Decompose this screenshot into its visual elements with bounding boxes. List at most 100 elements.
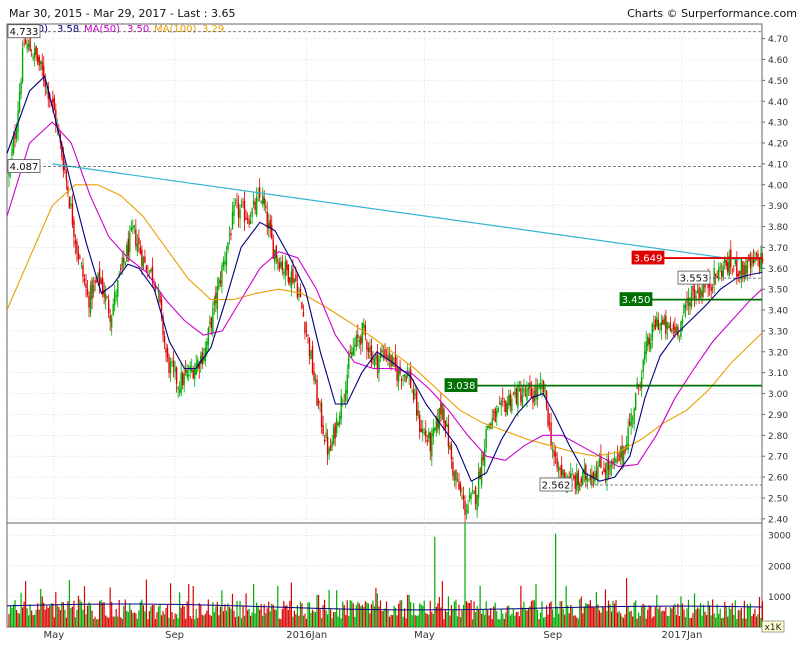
candle-body: [222, 260, 225, 267]
volume-bar: [275, 609, 277, 627]
volume-bar: [456, 616, 459, 627]
volume-bar: [70, 607, 72, 627]
candle-body: [187, 374, 190, 376]
candle-body: [550, 422, 552, 447]
volume-bar: [447, 596, 450, 627]
volume-bar: [274, 609, 276, 627]
candle-body: [577, 471, 579, 486]
candle-body: [71, 203, 74, 225]
candle-body: [142, 257, 145, 269]
volume-bar: [752, 613, 755, 627]
candle-body: [450, 444, 453, 460]
candle-body: [461, 497, 463, 498]
volume-bar: [346, 600, 348, 627]
site-credit-text[interactable]: Charts © Surperformance.com: [627, 7, 797, 20]
candle-body: [559, 468, 561, 470]
volume-bar: [43, 602, 45, 627]
volume-bar: [453, 601, 456, 627]
volume-bar: [450, 605, 453, 627]
volume-bar: [474, 612, 477, 627]
candle-body: [524, 394, 527, 395]
volume-bar: [603, 607, 605, 627]
candle-body: [571, 474, 573, 476]
candle-body: [98, 268, 101, 284]
volume-bar: [73, 600, 75, 627]
volume-bar: [343, 605, 345, 627]
candle-body: [103, 290, 105, 298]
candle-body: [251, 208, 253, 217]
volume-bar: [283, 600, 285, 627]
volume-bar: [657, 608, 659, 627]
volume-bar: [385, 601, 388, 627]
candle-body: [115, 295, 117, 297]
candle-body: [388, 352, 391, 361]
volume-bar: [493, 606, 495, 627]
candle-body: [650, 342, 652, 350]
candle-body: [219, 280, 222, 284]
volume-bar: [157, 606, 160, 627]
candle-body: [200, 355, 202, 364]
volume-bar: [171, 611, 173, 627]
volume-bar: [352, 603, 354, 627]
candle-body: [536, 387, 539, 400]
candle-body: [123, 257, 125, 262]
candle-body: [713, 267, 715, 286]
candle-body: [266, 211, 268, 228]
volume-bar: [674, 604, 676, 627]
candle-body: [704, 283, 706, 288]
candle-body: [248, 219, 250, 225]
volume-bar: [260, 603, 262, 627]
volume-bar: [441, 581, 443, 627]
candle-body: [249, 221, 252, 224]
volume-bar: [115, 609, 117, 627]
candle-body: [230, 233, 232, 236]
volume-bar: [509, 615, 511, 627]
volume-bar: [370, 604, 372, 627]
candle-body: [375, 354, 377, 360]
candle-body: [210, 317, 213, 328]
volume-bar: [234, 617, 237, 627]
candle-body: [18, 91, 21, 112]
volume-bar: [37, 603, 39, 627]
volume-bar: [378, 606, 380, 627]
volume-unit-label: x1K: [765, 623, 783, 633]
volume-bar: [53, 617, 55, 627]
volume-tick-label: 3000: [768, 532, 791, 542]
volume-bar: [41, 596, 43, 627]
volume-bar: [50, 603, 52, 627]
candle-body: [53, 97, 55, 111]
volume-bar: [648, 605, 650, 627]
volume-bar: [650, 606, 652, 627]
volume-bar: [701, 615, 703, 627]
volume-bar: [265, 613, 267, 627]
candle-body: [645, 341, 647, 355]
candle-body: [612, 461, 614, 465]
candle-body: [36, 54, 39, 63]
candle-body: [150, 268, 152, 272]
volume-bar: [464, 523, 466, 627]
volume-bar: [746, 604, 748, 627]
volume-bar: [375, 587, 377, 627]
volume-bar: [293, 610, 295, 627]
level-label: 4.087: [10, 162, 39, 173]
volume-bar: [440, 607, 442, 627]
candle-body: [414, 394, 416, 396]
volume-bar: [465, 601, 468, 627]
volume-bar: [461, 610, 463, 627]
volume-bar: [191, 618, 193, 627]
volume-bar: [76, 609, 78, 627]
volume-bar: [515, 612, 517, 627]
candle-body: [695, 296, 697, 299]
volume-bar: [604, 589, 607, 627]
candle-body: [523, 387, 525, 393]
volume-bar: [669, 607, 671, 627]
candle-body: [174, 367, 176, 372]
volume-bar: [83, 586, 86, 627]
volume-bar: [32, 614, 34, 627]
volume-bar: [402, 616, 404, 627]
volume-bar: [724, 601, 726, 627]
candle-body: [630, 413, 632, 426]
volume-bar: [490, 608, 492, 627]
volume-bar: [654, 607, 656, 627]
